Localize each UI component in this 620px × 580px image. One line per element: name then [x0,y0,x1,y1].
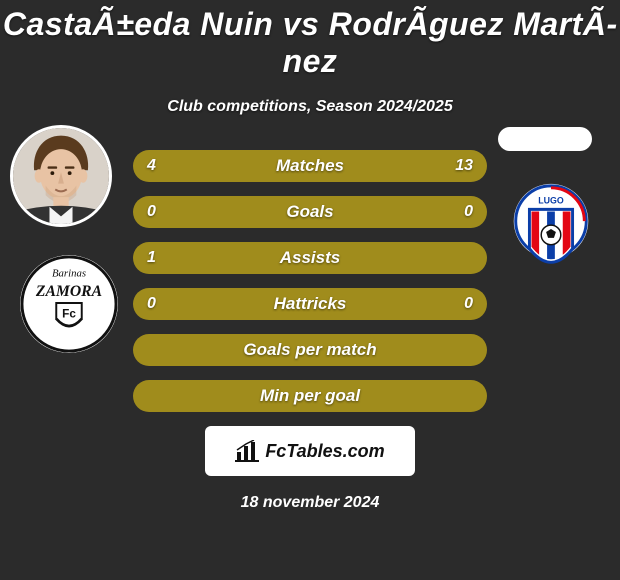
stat-label: Matches [133,156,487,176]
stat-bar: 0 Goals 0 [133,196,487,228]
stat-bar: 1 Assists [133,242,487,274]
stat-right-value: 0 [455,295,473,313]
stat-bar: 0 Hattricks 0 [133,288,487,320]
team-logo-right: LUGO [502,180,600,278]
subtitle: Club competitions, Season 2024/2025 [0,98,620,116]
svg-text:ZAMORA: ZAMORA [35,283,102,300]
stat-left-value: 4 [147,157,165,175]
page-title: CastaÃ±eda Nuin vs RodrÃ­guez MartÃ­nez [0,0,620,80]
stat-bar: Min per goal [133,380,487,412]
stat-right-value: 0 [455,203,473,221]
stat-left-value: 0 [147,295,165,313]
stat-bar: 4 Matches 13 [133,150,487,182]
right-pill [498,127,592,151]
stat-label: Hattricks [133,294,487,314]
stat-label: Goals [133,202,487,222]
svg-text:Barinas: Barinas [52,268,86,280]
stat-left-value: 0 [147,203,165,221]
stat-left-value: 1 [147,249,165,267]
stat-label: Assists [133,248,487,268]
date-label: 18 november 2024 [0,494,620,512]
stat-bar: Goals per match [133,334,487,366]
svg-text:LUGO: LUGO [538,196,564,206]
chart-icon [235,440,259,462]
team-logo-left: Barinas ZAMORA Fc [20,255,118,353]
stat-right-value: 13 [455,157,473,175]
attribution-badge: FcTables.com [205,426,415,476]
stat-label: Min per goal [133,386,487,406]
attribution-text: FcTables.com [265,441,384,462]
stat-label: Goals per match [133,340,487,360]
player-photo-left [10,125,112,227]
svg-text:Fc: Fc [62,308,76,321]
